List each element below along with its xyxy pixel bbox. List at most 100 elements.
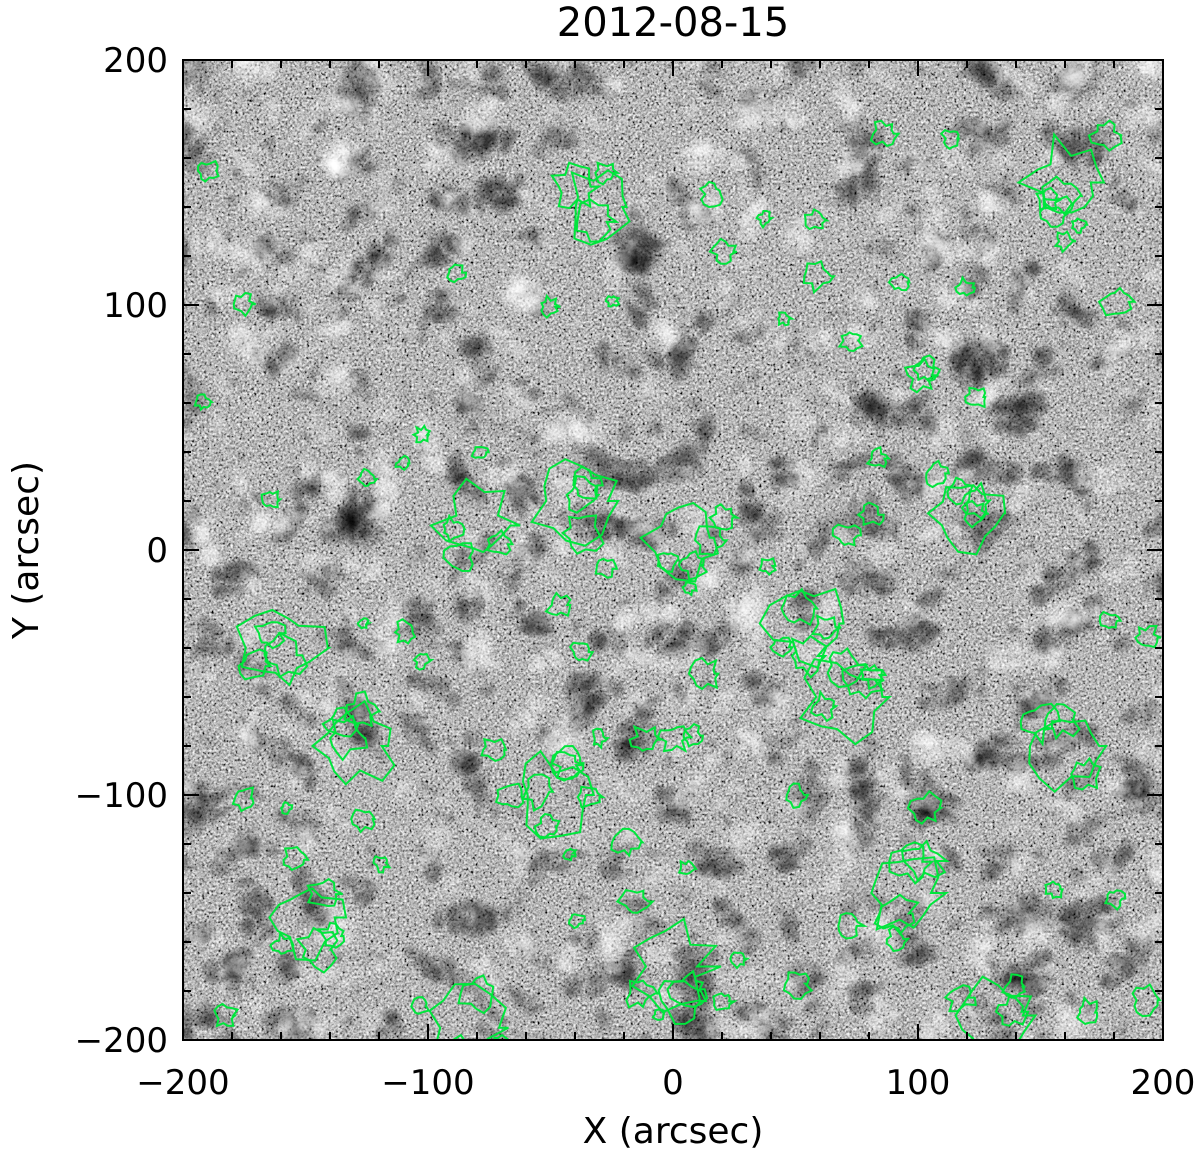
contour-speck <box>562 847 578 862</box>
contour-speck <box>1103 889 1127 911</box>
contour-fragment <box>946 476 974 506</box>
contour-speck <box>568 641 595 662</box>
contour-fragment <box>253 621 287 650</box>
contour-speck <box>232 291 257 318</box>
contour-speck <box>394 454 411 472</box>
contour-speck <box>906 789 944 825</box>
contour-speck <box>615 888 656 914</box>
contour-speck <box>698 180 724 209</box>
contour-speck <box>831 523 862 547</box>
contour-speck <box>777 311 796 327</box>
contour-speck <box>591 727 610 750</box>
contour-speck <box>231 786 255 813</box>
contour-speck <box>350 808 377 834</box>
contour-fragment <box>963 499 990 529</box>
contour-region <box>758 587 845 669</box>
contour-fragment <box>810 613 842 640</box>
contour-speck <box>356 467 379 488</box>
contour-region <box>926 484 1007 556</box>
contour-speck <box>656 725 694 753</box>
contour-fragment <box>295 926 339 974</box>
contour-speck <box>903 357 939 394</box>
contour-speck <box>885 925 911 953</box>
contour-speck <box>544 591 572 618</box>
contour-speck <box>681 581 698 597</box>
contour-fragment <box>572 465 604 500</box>
contour-speck <box>393 618 417 645</box>
x-tick-label: 100 <box>886 1063 951 1103</box>
contour-speck <box>282 845 310 872</box>
contour-speck <box>372 855 392 874</box>
contour-speck <box>912 354 941 383</box>
contour-speck <box>964 386 987 409</box>
contour-speck <box>887 272 911 292</box>
contour-fragment <box>1041 175 1084 217</box>
contour-speck <box>785 782 810 810</box>
contour-speck <box>856 501 885 527</box>
contour-speck <box>1053 230 1077 254</box>
contour-speck <box>729 951 751 970</box>
contour-fragment <box>666 969 709 1008</box>
contour-overlay <box>193 119 1162 1040</box>
contour-speck <box>677 859 698 875</box>
contour-fragment <box>900 839 950 883</box>
y-tick-label: −200 <box>75 1021 168 1061</box>
contour-speck <box>758 557 778 577</box>
contour-fragment <box>994 995 1030 1027</box>
contour-speck <box>837 912 868 940</box>
contour-speck <box>1098 610 1123 630</box>
contour-speck <box>712 992 738 1012</box>
contour-fragment <box>560 514 605 555</box>
contour-fragment <box>656 552 680 573</box>
contour-fragment <box>575 198 620 243</box>
contour-region <box>630 917 722 1014</box>
y-tick-label: 100 <box>103 286 168 326</box>
contour-fragment <box>1070 756 1102 791</box>
contour-speck <box>837 331 865 353</box>
contour-fragment <box>943 984 977 1013</box>
axis-tick-labels: −200 −100 0 100 200 −200 −100 0 100 200 <box>75 41 1196 1103</box>
contour-fragment <box>442 542 474 573</box>
contour-speck <box>196 159 220 183</box>
contour-fragment <box>780 587 820 627</box>
x-tick-label: −100 <box>381 1063 474 1103</box>
x-tick-label: 0 <box>662 1063 684 1103</box>
contour-speck <box>494 782 525 809</box>
contour-speck <box>869 119 901 148</box>
figure-title: 2012-08-15 <box>557 0 789 46</box>
contour-fragment <box>1000 973 1027 998</box>
contour-region <box>638 501 719 583</box>
y-axis-label: Y (arcsec) <box>6 461 47 640</box>
contour-speck <box>594 557 619 579</box>
contour-fragment <box>533 813 561 839</box>
contour-fragment <box>493 1033 511 1040</box>
contour-region <box>268 887 348 962</box>
contour-speck <box>707 503 741 531</box>
contour-speck <box>260 489 283 509</box>
contour-region <box>235 608 332 687</box>
magnetogram-image <box>183 60 1163 1040</box>
contour-speck <box>708 237 738 265</box>
contour-speck <box>628 724 662 752</box>
contour-fragment <box>565 474 601 514</box>
contour-speck <box>446 263 468 284</box>
contour-fragment <box>841 663 885 700</box>
contour-fragment <box>625 979 660 1009</box>
contour-region <box>530 458 620 547</box>
contour-speck <box>865 445 892 469</box>
contour-fragment <box>442 513 467 544</box>
y-tick-label: 200 <box>103 41 168 81</box>
x-tick-label: 200 <box>1131 1063 1196 1103</box>
contour-fragment <box>888 841 935 885</box>
contour-speck <box>651 1008 666 1021</box>
contour-region <box>428 982 509 1040</box>
contour-fragment <box>693 525 729 556</box>
contour-speck <box>755 210 775 230</box>
contour-speck <box>412 652 435 671</box>
contour-speck <box>939 129 961 151</box>
contour-region <box>310 699 396 786</box>
contour-speck <box>356 617 373 630</box>
contour-fragment <box>826 646 869 689</box>
contour-speck <box>687 656 721 691</box>
y-tick-label: 0 <box>146 531 168 571</box>
